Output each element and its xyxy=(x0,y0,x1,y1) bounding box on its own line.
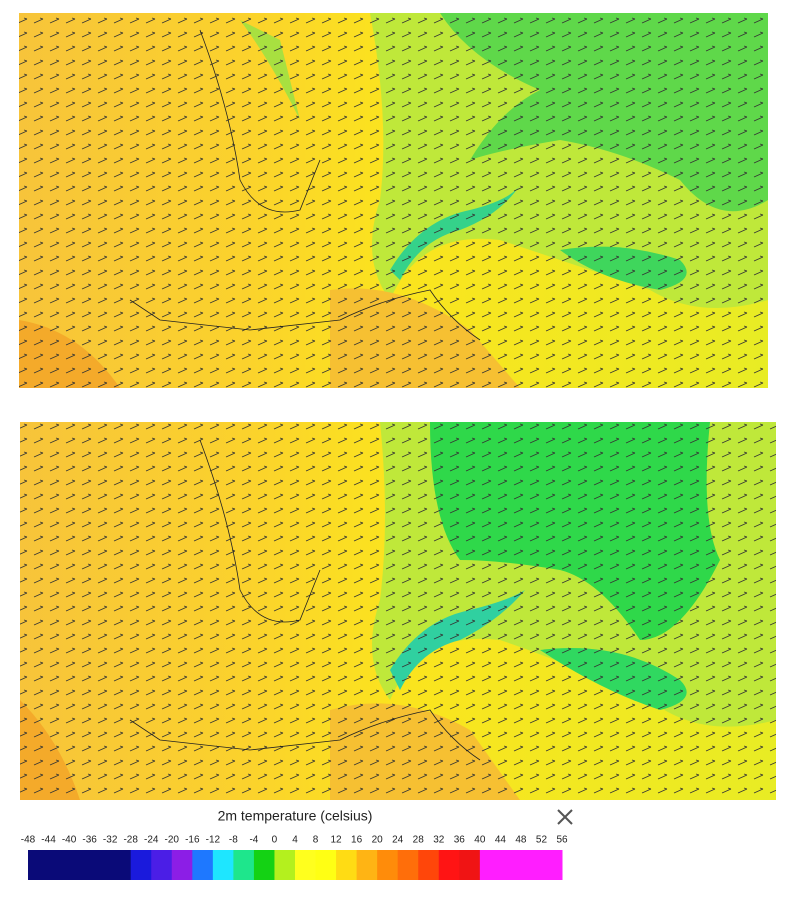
color-swatch xyxy=(315,850,337,880)
tick-label: 56 xyxy=(556,835,568,846)
tick-label: 44 xyxy=(495,835,507,846)
tick-label: -28 xyxy=(123,835,138,846)
color-swatch xyxy=(48,850,70,880)
color-swatch xyxy=(233,850,255,880)
tick-label: -4 xyxy=(249,835,258,846)
color-swatch xyxy=(130,850,152,880)
tick-label: 0 xyxy=(272,835,278,846)
tick-label: -40 xyxy=(62,835,77,846)
color-swatch xyxy=(377,850,399,880)
tick-label: 20 xyxy=(372,835,384,846)
tick-label: 8 xyxy=(313,835,319,846)
tick-label: -20 xyxy=(165,835,180,846)
legend: -48 -44 -40 -36 -32 -28 -24 -20 -16 -12 -8 -4 0 4 8 12 1… xyxy=(21,835,568,880)
tick-label: -24 xyxy=(144,835,159,846)
color-swatch xyxy=(336,850,358,880)
color-swatch xyxy=(500,850,522,880)
color-swatch xyxy=(253,850,275,880)
color-swatch xyxy=(110,850,132,880)
legend-title: 2m temperature (celsius) xyxy=(218,808,373,824)
tick-label: 48 xyxy=(515,835,527,846)
color-swatch xyxy=(295,850,317,880)
color-swatch xyxy=(438,850,460,880)
tick-label: -16 xyxy=(185,835,200,846)
color-swatch xyxy=(171,850,193,880)
tick-label: -32 xyxy=(103,835,118,846)
tick-label: -44 xyxy=(41,835,56,846)
color-swatch xyxy=(541,850,563,880)
color-swatch xyxy=(397,850,419,880)
tick-label: 4 xyxy=(292,835,298,846)
color-swatch xyxy=(459,850,481,880)
color-swatch xyxy=(89,850,111,880)
color-swatch xyxy=(192,850,214,880)
tick-label: -36 xyxy=(82,835,97,846)
color-swatch xyxy=(212,850,234,880)
tick-label: 40 xyxy=(474,835,486,846)
tick-label: 24 xyxy=(392,835,404,846)
color-swatch xyxy=(356,850,378,880)
color-swatch xyxy=(151,850,173,880)
tick-label: 36 xyxy=(454,835,466,846)
close-button[interactable] xyxy=(557,809,573,825)
tick-label: 32 xyxy=(433,835,445,846)
tick-label: -12 xyxy=(206,835,221,846)
tick-label: 28 xyxy=(413,835,425,846)
tick-label: 52 xyxy=(536,835,548,846)
tick-label: 16 xyxy=(351,835,363,846)
map-bottom xyxy=(20,422,776,800)
color-swatch xyxy=(520,850,542,880)
color-swatch xyxy=(28,850,50,880)
tick-label: 12 xyxy=(331,835,343,846)
color-swatch xyxy=(274,850,296,880)
color-swatch xyxy=(479,850,501,880)
tick-label: -48 xyxy=(21,835,36,846)
color-swatch xyxy=(69,850,91,880)
map-top xyxy=(19,13,768,388)
tick-label: -8 xyxy=(229,835,238,846)
color-swatch xyxy=(418,850,440,880)
